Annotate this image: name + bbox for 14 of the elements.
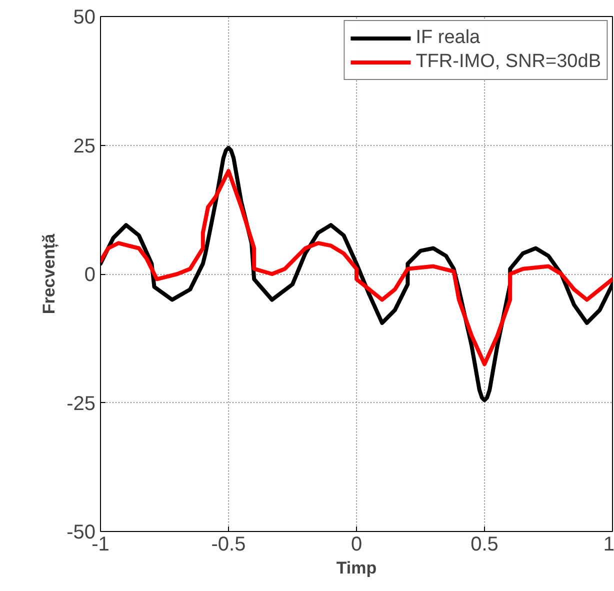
y-tick-label: -50	[66, 522, 96, 544]
line-series	[100, 169, 612, 366]
x-axis-title: Timp	[336, 558, 377, 578]
y-tick-label: 0	[84, 264, 96, 286]
y-axis-title: Frecvență	[40, 233, 59, 314]
x-tick-label: 1	[603, 534, 614, 556]
x-tick-label: 0	[350, 534, 362, 556]
x-tick-label: -0.5	[211, 534, 246, 556]
legend-label: TFR-IMO, SNR=30dB	[416, 51, 601, 73]
legend-label: IF reala	[416, 27, 480, 49]
x-tick-label: 0.5	[470, 534, 498, 556]
y-tick-label: -25	[66, 392, 96, 415]
y-tick-label: 25	[73, 135, 96, 158]
y-tick-label: 50	[73, 6, 96, 28]
